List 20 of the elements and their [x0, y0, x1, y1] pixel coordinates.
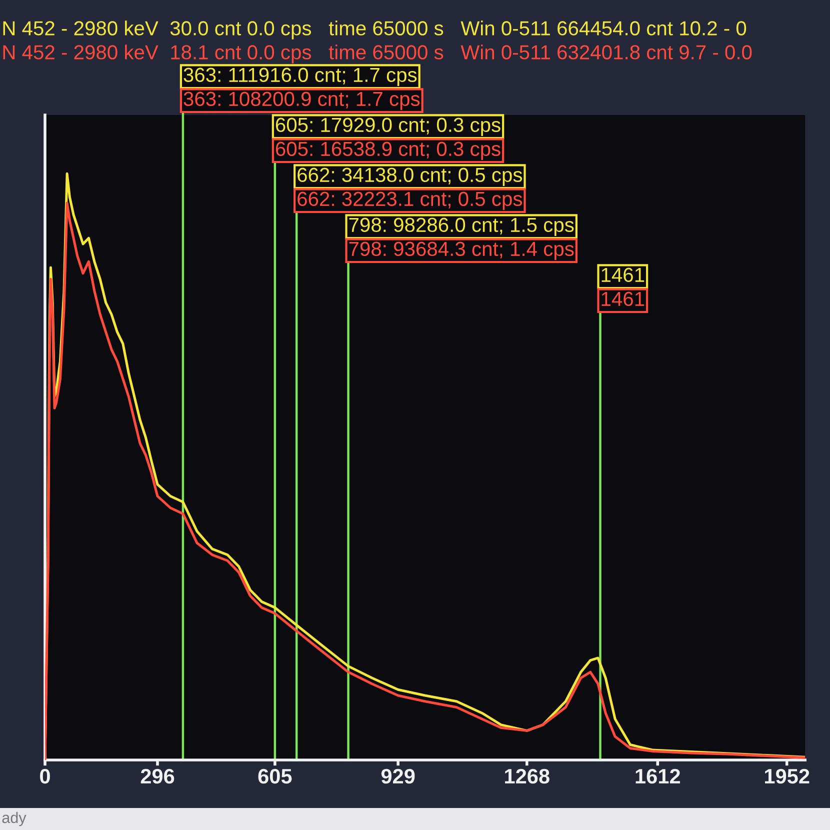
annotation: 1461: [602, 292, 644, 306]
ref-line-label: 662: 34138.0 cnt; 0.5 cps: [298, 168, 522, 186]
text: N 452 - 2980 keV 18.1 cnt 0.0 cps time 65000 s Win 0-511 632401.8 cnt 9.7 - 0.0: [3, 44, 752, 64]
x-tick-label: 1268: [505, 768, 550, 784]
x-tick-label: 1952: [765, 768, 810, 784]
annotation: 662: 32223.1 cnt; 0.5 cps: [298, 192, 522, 210]
ref-line-label: 605: 17929.0 cnt; 0.3 cps: [276, 118, 500, 136]
x-tick-label: 1612: [636, 768, 680, 784]
text: 605: 16538.9 cnt; 0.3 cps: [276, 142, 500, 160]
ref-line-label: 798: 98286.0 cnt; 1.5 cps: [349, 218, 574, 236]
ref-line-label: 1461: [602, 268, 644, 282]
x-tick-label: 605: [258, 768, 292, 784]
x-tick-label: 0: [40, 768, 50, 784]
annotation: 798: 93684.3 cnt; 1.4 cps: [349, 242, 574, 260]
text: ady: [2, 812, 26, 826]
text: 363: 108200.9 cnt; 1.7 cps: [184, 92, 420, 110]
x-tick-label: 296: [140, 768, 174, 784]
x-tick-label: 929: [381, 768, 415, 784]
ref-line-label: 363: 111916.0 cnt; 1.7 cps: [184, 68, 417, 86]
text: N 452 - 2980 keV 30.0 cnt 0.0 cps time 65000 s Win 0-511 664454.0 cnt 10.2 - 0: [3, 20, 746, 40]
